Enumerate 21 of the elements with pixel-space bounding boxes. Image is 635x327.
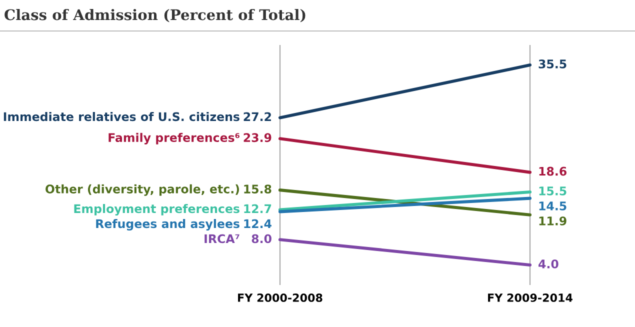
- text: Refugees and asylees: [96, 219, 240, 231]
- x-tick-label: FY 2009-2014: [488, 294, 572, 302]
- data-label: 8.0: [252, 234, 272, 244]
- text: IRCA⁷: [204, 234, 240, 244]
- data-label: 18.6: [539, 166, 566, 176]
- text: Family preferences⁶: [108, 132, 240, 144]
- data-label: 12.7: [244, 204, 272, 214]
- data-label: 4.0: [538, 259, 558, 268]
- data-label: 15.8: [244, 184, 272, 194]
- data-label: 35.5: [538, 59, 566, 68]
- data-label: 27.2: [244, 112, 271, 121]
- data-label: 23.9: [244, 133, 272, 142]
- x-tick-label: FY 2000-2008: [238, 294, 322, 302]
- data-label: 12.4: [244, 219, 272, 228]
- data-label: 11.9: [539, 216, 566, 226]
- text: Other (diversity, parole, etc.): [46, 184, 239, 196]
- data-label: 14.5: [539, 202, 566, 210]
- text: Immediate relatives of U.S. citizens: [4, 112, 240, 122]
- chart-title: Class of Admission (Percent of Total): [4, 8, 306, 22]
- text: Employment preferences: [74, 204, 240, 216]
- data-label: 15.5: [539, 186, 566, 196]
